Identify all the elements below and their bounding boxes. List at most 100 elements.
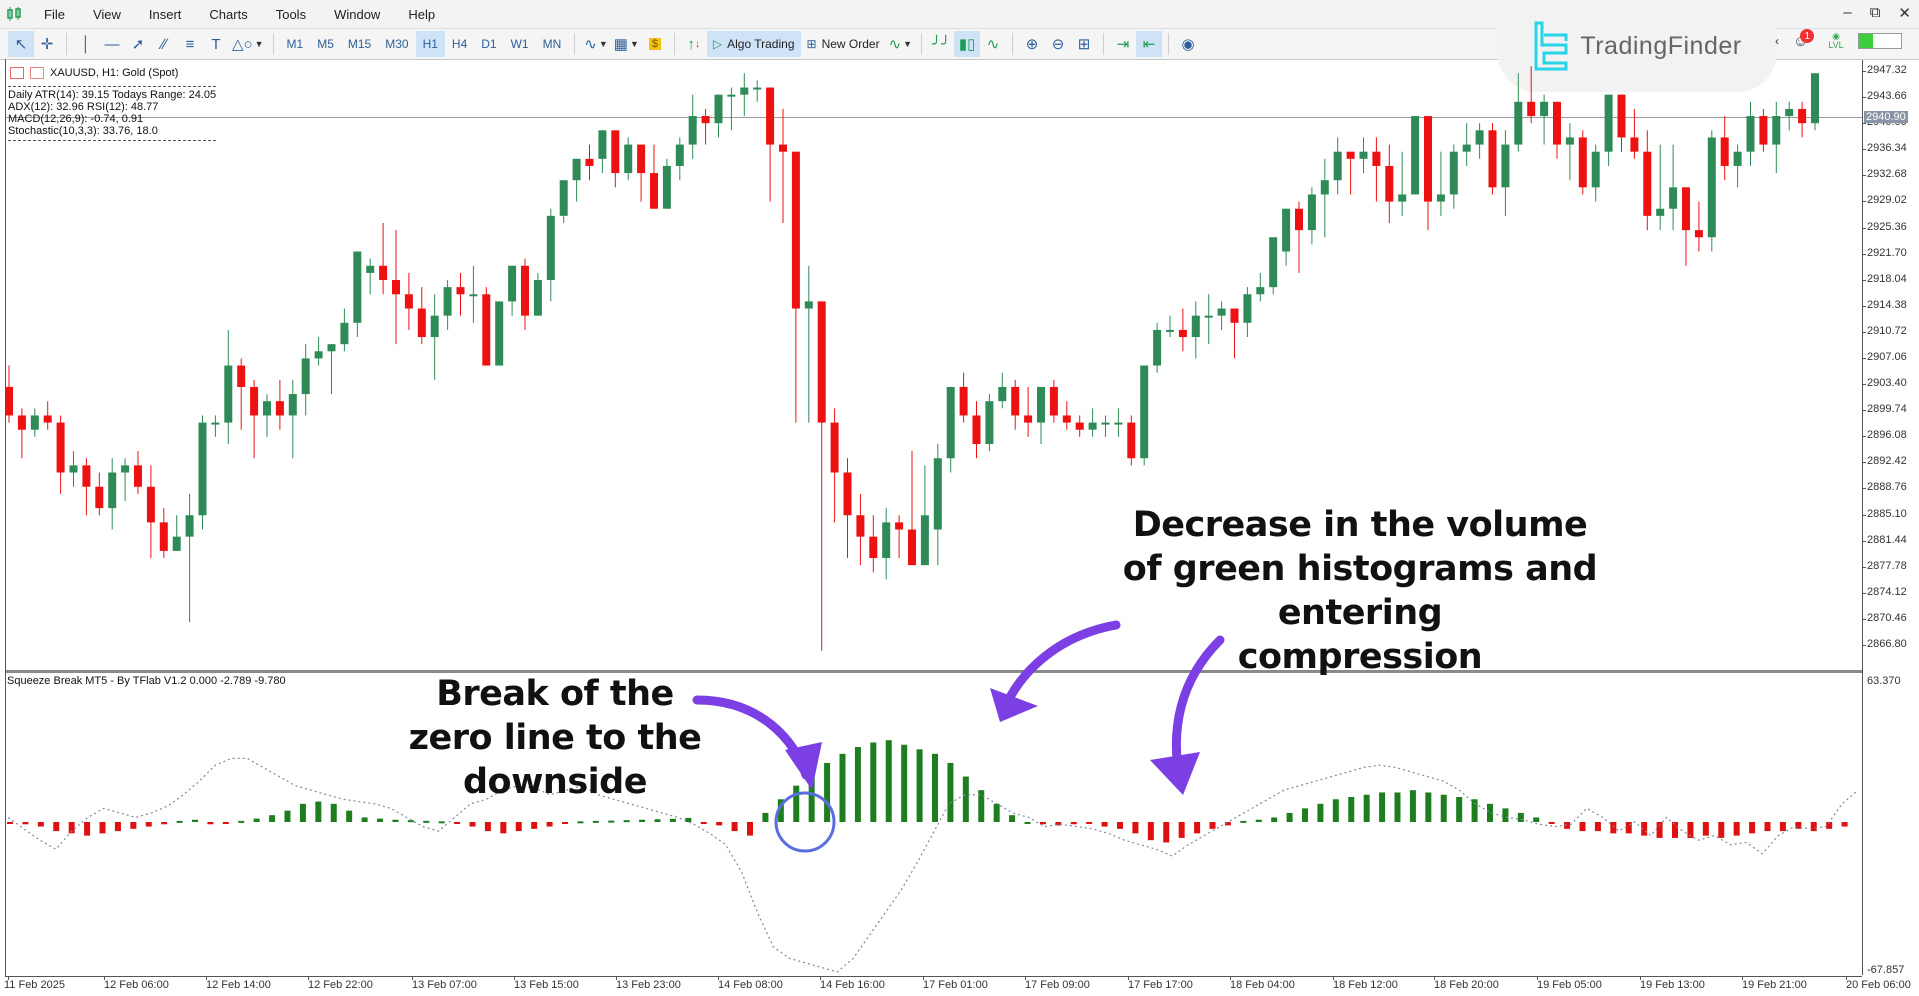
bar-chart-button[interactable]: ╯╯ bbox=[928, 31, 954, 57]
price-axis-label: 2925.36 bbox=[1867, 220, 1907, 233]
cursor-tool-button[interactable]: ↖ bbox=[8, 31, 34, 57]
menu-window[interactable]: Window bbox=[334, 6, 381, 22]
close-icon[interactable]: ✕ bbox=[1898, 5, 1911, 22]
restore-icon[interactable]: ⧉ bbox=[1869, 4, 1881, 21]
indicator-axis-max: 63.370 bbox=[1867, 675, 1901, 687]
new-order-icon: ⊞ bbox=[806, 37, 817, 51]
algo-trading-button[interactable]: ▷ Algo Trading bbox=[706, 31, 801, 57]
chart-shift-icon: ⇤ bbox=[1142, 36, 1156, 53]
new-order-button[interactable]: ⊞ New Order bbox=[806, 37, 880, 51]
timeframe-m15[interactable]: M15 bbox=[347, 37, 372, 51]
menu-tools[interactable]: Tools bbox=[275, 6, 307, 22]
tile-windows-button[interactable]: ⊞ bbox=[1071, 31, 1097, 57]
price-axis-label: 2943.66 bbox=[1867, 90, 1907, 103]
one-click-trading-button[interactable]: ↑ ↓ bbox=[687, 35, 701, 53]
timeframe-h1[interactable]: H1 bbox=[415, 31, 445, 57]
minimize-icon[interactable]: – bbox=[1843, 4, 1852, 21]
indicators-button[interactable]: ∿ ▼ bbox=[581, 31, 611, 57]
time-axis-label: 14 Feb 16:00 bbox=[820, 979, 885, 991]
line-chart-icon: ∿ bbox=[986, 36, 1000, 53]
chevron-left-icon[interactable]: ‹ bbox=[1775, 34, 1779, 48]
channel-button[interactable]: ∕∕ bbox=[151, 31, 177, 57]
time-axis-label: 18 Feb 12:00 bbox=[1333, 979, 1398, 991]
chevron-down-icon: ▼ bbox=[254, 39, 264, 49]
tradingfinder-logo-icon bbox=[1534, 21, 1568, 71]
time-axis-label: 13 Feb 07:00 bbox=[412, 979, 477, 991]
screenshot-button[interactable]: ◉ bbox=[1175, 31, 1201, 57]
time-axis-label: 12 Feb 06:00 bbox=[104, 979, 169, 991]
account-area: ‹ ☺ 1 ◉ LVL bbox=[1775, 29, 1902, 50]
timeframe-d1[interactable]: D1 bbox=[481, 37, 497, 51]
price-axis-label: 2874.12 bbox=[1867, 585, 1907, 598]
zoom-out-button[interactable]: ⊖ bbox=[1045, 31, 1071, 57]
time-axis-label: 18 Feb 20:00 bbox=[1434, 979, 1499, 991]
panel-divider[interactable] bbox=[6, 670, 1862, 673]
line-chart-button[interactable]: ∿ bbox=[980, 31, 1006, 57]
price-axis-label: 2914.38 bbox=[1867, 298, 1907, 311]
price-axis-label: 2929.02 bbox=[1867, 194, 1907, 207]
timeframe-m30[interactable]: M30 bbox=[385, 37, 409, 51]
text-tool-button[interactable]: T bbox=[203, 31, 229, 57]
chart-shift-button[interactable]: ⇤ bbox=[1136, 31, 1163, 57]
chevron-down-icon: ▼ bbox=[598, 39, 608, 49]
timeframe-mn[interactable]: MN bbox=[542, 37, 562, 51]
price-axis-label: 2870.46 bbox=[1867, 611, 1907, 624]
trade-panel-icon[interactable] bbox=[10, 67, 24, 79]
text-icon: T bbox=[211, 35, 221, 53]
annotation-zero-break: Break of the zero line to the downside bbox=[408, 674, 702, 802]
price-axis-label: 2910.72 bbox=[1867, 324, 1907, 337]
brand-name: TradingFinder bbox=[1580, 31, 1742, 60]
signals-button[interactable]: ∿ ▼ bbox=[886, 31, 916, 57]
timeframe-w1[interactable]: W1 bbox=[510, 37, 529, 51]
depth-of-market-icon[interactable] bbox=[30, 67, 44, 79]
auto-scroll-button[interactable]: ⇥ bbox=[1110, 31, 1136, 57]
grid-icon: ⊞ bbox=[1077, 36, 1091, 53]
zoom-in-button[interactable]: ⊕ bbox=[1019, 31, 1045, 57]
time-axis-label: 13 Feb 23:00 bbox=[616, 979, 681, 991]
crosshair-icon: ✛ bbox=[40, 36, 54, 53]
time-axis-label: 13 Feb 15:00 bbox=[514, 979, 579, 991]
fibonacci-button[interactable]: ≡ bbox=[177, 31, 203, 57]
vertical-line-button[interactable]: │ bbox=[73, 31, 99, 57]
level-icon: ◉ bbox=[1832, 31, 1840, 41]
time-axis-label: 18 Feb 04:00 bbox=[1230, 979, 1295, 991]
price-axis-label: 2881.44 bbox=[1867, 533, 1907, 546]
camera-icon: ◉ bbox=[1181, 36, 1195, 53]
notification-badge: 1 bbox=[1800, 29, 1815, 43]
timeframe-m5[interactable]: M5 bbox=[317, 37, 334, 51]
signal-graph-icon: ∿ bbox=[888, 36, 902, 53]
window-controls: – ⧉ ✕ bbox=[1843, 4, 1911, 22]
chart-symbol-header: XAUUSD, H1: Gold (Spot) bbox=[10, 67, 178, 79]
price-axis-label: 2888.76 bbox=[1867, 481, 1907, 494]
current-price-line bbox=[6, 117, 1862, 118]
timeframe-h4[interactable]: H4 bbox=[451, 37, 468, 51]
candlestick-icon: ▮▯ bbox=[958, 36, 976, 53]
candlestick-chart-button[interactable]: ▮▯ bbox=[954, 31, 981, 57]
trendline-icon: ➚ bbox=[131, 36, 145, 53]
crosshair-tool-button[interactable]: ✛ bbox=[34, 31, 60, 57]
price-axis-label: 2892.42 bbox=[1867, 455, 1907, 468]
shapes-button[interactable]: △○ ▼ bbox=[229, 31, 267, 57]
horizontal-line-button[interactable]: — bbox=[99, 31, 125, 57]
time-axis-line bbox=[6, 976, 1862, 977]
templates-button[interactable]: ▦ ▼ bbox=[611, 31, 642, 57]
menu-view[interactable]: View bbox=[92, 6, 121, 22]
menu-insert[interactable]: Insert bbox=[148, 6, 182, 22]
time-axis-label: 17 Feb 01:00 bbox=[923, 979, 988, 991]
price-axis-label: 2896.08 bbox=[1867, 429, 1907, 442]
account-button[interactable]: ☺ 1 bbox=[1793, 29, 1815, 50]
vertical-line-icon: │ bbox=[81, 35, 91, 53]
price-axis-label: 2903.40 bbox=[1867, 377, 1907, 390]
zoom-in-icon: ⊕ bbox=[1025, 36, 1039, 53]
current-price-label: 2940.90 bbox=[1864, 111, 1908, 123]
menu-help[interactable]: Help bbox=[408, 6, 436, 22]
trendline-button[interactable]: ➚ bbox=[125, 31, 151, 57]
menu-charts[interactable]: Charts bbox=[209, 6, 248, 22]
timeframe-m1[interactable]: M1 bbox=[286, 37, 304, 51]
horizontal-line-icon: — bbox=[104, 35, 120, 53]
market-button[interactable]: $ bbox=[642, 31, 668, 57]
chart-template-icon: ▦ bbox=[613, 36, 628, 53]
price-axis-label: 2907.06 bbox=[1867, 351, 1907, 363]
menu-file[interactable]: File bbox=[44, 6, 65, 22]
